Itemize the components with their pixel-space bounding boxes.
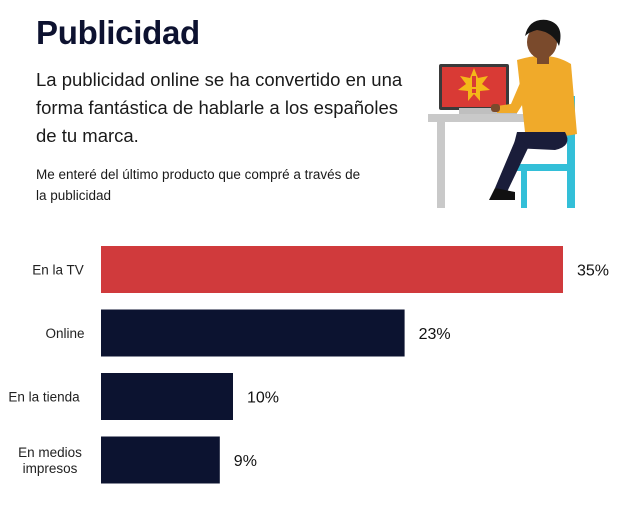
bar-chart: En la TV 35% Online 23% En la tienda 10% En me… — [8, 246, 609, 484]
bar — [101, 309, 405, 357]
value-label: 9% — [234, 453, 257, 470]
value-label: 35% — [577, 263, 609, 280]
intro-text: La publicidad online se ha convertido en… — [36, 69, 403, 146]
chart-subtitle: Me enteré del último producto que compré… — [36, 167, 361, 203]
category-label: En la tienda — [8, 390, 80, 405]
value-label: 10% — [247, 390, 279, 407]
value-label: 23% — [419, 326, 451, 343]
bar — [101, 373, 233, 420]
category-label: En medios impresos — [18, 445, 82, 476]
bar — [101, 246, 563, 293]
page-title: Publicidad — [36, 14, 200, 51]
category-label: Online — [45, 326, 84, 341]
bar — [101, 436, 220, 484]
person-at-laptop-with-ad-alert-icon — [428, 19, 577, 208]
category-label: En la TV — [32, 263, 84, 278]
